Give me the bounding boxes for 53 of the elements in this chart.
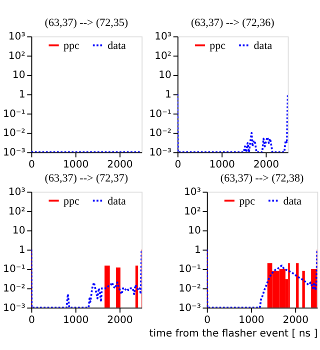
x-tick-label: 0 — [28, 159, 35, 170]
x-tick-label: 2000 — [107, 314, 133, 326]
y-tick-label: 10³ — [184, 186, 201, 198]
x-tick-label: 1000 — [209, 159, 235, 170]
y-tick-label: 10⁻¹ — [149, 108, 172, 120]
x-tick-label: 1000 — [238, 314, 264, 326]
y-tick-label: 10⁻² — [149, 128, 172, 140]
y-tick-label: 10³ — [8, 32, 26, 43]
x-tick-label: 0 — [204, 314, 211, 326]
legend-label: ppc — [210, 40, 226, 52]
chart-title: (63,37) --> (72,38) — [220, 172, 304, 185]
x-tick-label: 2000 — [253, 159, 280, 170]
legend-label: data — [108, 195, 126, 208]
x-tick-label: 2000 — [107, 159, 133, 170]
legend-label: data — [283, 195, 302, 208]
x-tick-label: 2000 — [282, 314, 308, 326]
y-tick-label: 1 — [18, 244, 26, 256]
y-tick-label: 10⁻³ — [178, 302, 201, 314]
y-tick-label: 1 — [194, 244, 201, 256]
y-tick-label: 10² — [154, 50, 172, 62]
x-tick-label: 1000 — [62, 314, 89, 326]
x-tick-label: 0 — [174, 159, 182, 170]
y-tick-label: 10³ — [154, 32, 172, 43]
y-tick-label: 10⁻³ — [3, 302, 26, 314]
y-tick-label: 10⁻¹ — [3, 264, 26, 276]
y-tick-label: 10⁻² — [3, 128, 26, 140]
y-tick-label: 10 — [188, 226, 201, 237]
y-tick-label: 1 — [165, 90, 172, 100]
y-tick-label: 10³ — [8, 186, 26, 198]
y-tick-label: 10⁻¹ — [178, 264, 201, 276]
y-tick-label: 10⁻³ — [3, 147, 26, 158]
legend-label: ppc — [63, 40, 80, 52]
legend-label: data — [108, 40, 126, 52]
y-tick-label: 10² — [8, 206, 26, 218]
legend-label: ppc — [239, 195, 256, 208]
y-tick-label: 10⁻² — [3, 284, 26, 295]
chart-title: (63,37) --> (72,35) — [44, 17, 128, 30]
x-axis-title: time from the flasher event [ ns ] — [149, 328, 318, 340]
x-tick-label: 1000 — [62, 159, 89, 170]
y-tick-label: 1 — [18, 90, 26, 100]
legend-label: ppc — [63, 195, 80, 208]
y-tick-label: 10 — [12, 226, 26, 237]
chart-title: (63,37) --> (72,36) — [190, 17, 275, 30]
y-tick-label: 10² — [8, 50, 26, 62]
y-tick-label: 10⁻¹ — [3, 108, 26, 120]
chart-title: (63,37) --> (72,37) — [44, 172, 128, 185]
y-tick-label: 10 — [158, 70, 172, 82]
y-tick-label: 10 — [12, 70, 26, 82]
legend-label: data — [254, 40, 272, 52]
y-tick-label: 10⁻² — [178, 284, 201, 295]
y-tick-label: 10⁻³ — [149, 147, 172, 158]
y-tick-label: 10² — [184, 206, 201, 218]
x-tick-label: 0 — [28, 314, 35, 326]
